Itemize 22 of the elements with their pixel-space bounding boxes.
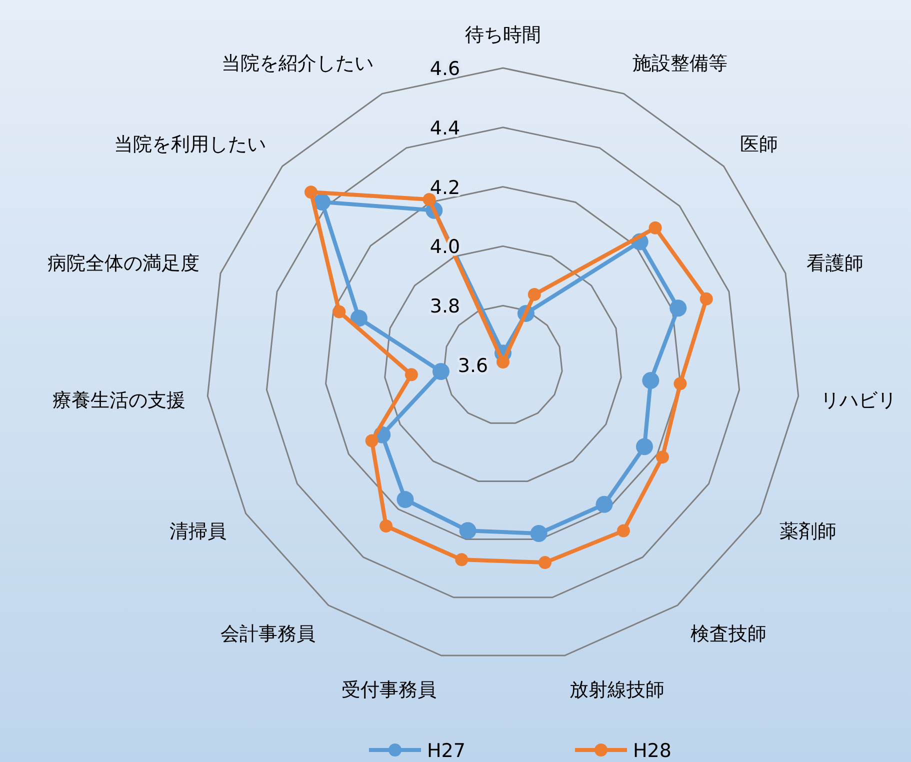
spoke-label: 病院全体の満足度 (48, 252, 200, 275)
y-tick-label: 4.6 (430, 58, 460, 80)
spoke-label: 会計事務員 (220, 622, 316, 645)
spoke-label: 清掃員 (170, 520, 227, 542)
spoke-label: 待ち時間 (465, 24, 541, 46)
spoke-label: リハビリ (820, 390, 896, 412)
spoke-label: 検査技師 (690, 622, 767, 645)
spoke-label: 当院を利用したい (114, 134, 266, 156)
spoke-label: 施設整備等 (632, 52, 728, 75)
y-tick-label: 4.4 (430, 117, 460, 140)
legend-label: H28 (633, 740, 672, 762)
spoke-label: 看護師 (806, 252, 864, 275)
spoke-label: 薬剤師 (779, 520, 836, 542)
spoke-label: 当院を紹介したい (221, 52, 374, 75)
y-tick-label: 4.2 (430, 176, 460, 199)
y-tick-label: 3.6 (458, 355, 488, 377)
legend-label: H27 (427, 740, 466, 762)
spoke-label: 放射線技師 (569, 678, 664, 701)
spoke-label: 医師 (740, 134, 778, 156)
spoke-label: 療養生活の支援 (52, 390, 186, 412)
y-tick-label: 3.8 (430, 296, 460, 318)
spoke-label: 受付事務員 (342, 678, 437, 701)
